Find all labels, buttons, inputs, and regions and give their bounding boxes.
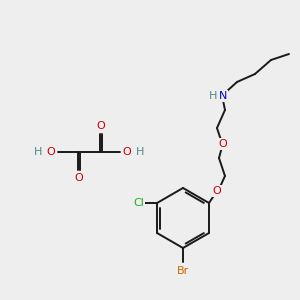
Text: Cl: Cl (134, 198, 145, 208)
Text: N: N (219, 91, 227, 101)
Text: H: H (136, 147, 144, 157)
Text: O: O (97, 121, 105, 131)
Text: O: O (213, 186, 221, 196)
Text: O: O (75, 173, 83, 183)
Text: O: O (46, 147, 56, 157)
Text: O: O (123, 147, 131, 157)
Text: O: O (219, 139, 227, 149)
Text: H: H (34, 147, 42, 157)
Text: Br: Br (177, 266, 189, 276)
Text: H: H (209, 91, 217, 101)
